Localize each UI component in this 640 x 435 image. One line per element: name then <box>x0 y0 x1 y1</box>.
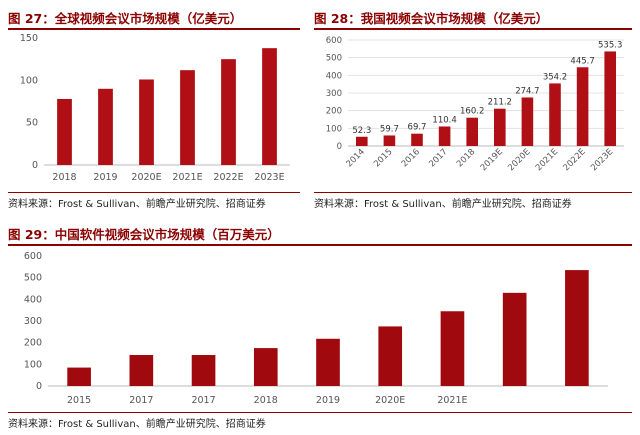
chart-source: 资料来源：Frost & Sullivan、前瞻产业研究院、招商证券 <box>8 419 266 430</box>
y-tick-label: 500 <box>326 54 342 64</box>
y-tick-label: 500 <box>24 273 42 284</box>
chart-title-bar: 图 27：全球视频会议市场规模（亿美元） <box>8 6 300 30</box>
x-tick-label: 2021E <box>172 172 202 183</box>
chart-title-bar: 图 28：我国视频会议市场规模（亿美元） <box>314 6 632 30</box>
data-label: 354.2 <box>543 72 567 82</box>
bar <box>191 355 216 386</box>
bar <box>67 367 91 386</box>
bar <box>139 79 154 165</box>
bar <box>411 133 423 146</box>
bar <box>316 338 340 386</box>
chart-panel-27: 图 27：全球视频会议市场规模（亿美元） 0 50 100 150 2018 2019 20… <box>8 6 300 211</box>
bar <box>129 355 154 386</box>
x-tick-label: 2015 <box>67 395 91 406</box>
x-tick-label: 2018 <box>254 395 278 406</box>
x-tick-label: 2021E <box>534 147 560 173</box>
x-tick-label: 2022E <box>213 172 243 183</box>
data-label: 59.7 <box>380 124 399 134</box>
bar <box>438 126 451 146</box>
chart-panel-29: 图 29：中国软件视频会议市场规模（百万美元） 0 100 200 300 400 500… <box>8 222 632 432</box>
y-tick-label: 600 <box>24 251 42 262</box>
x-tick-label: 2020E <box>506 147 532 173</box>
bar <box>98 88 113 165</box>
y-tick-label: 150 <box>20 33 38 44</box>
data-label: 274.7 <box>515 86 539 96</box>
chart-title: 图 27：全球视频会议市场规模（亿美元） <box>8 11 243 26</box>
bar <box>221 59 236 165</box>
x-tick-label: 2019E <box>479 147 505 173</box>
x-tick-label: 2017 <box>129 395 153 406</box>
chart-source: 资料来源：Frost & Sullivan、前瞻产业研究院、招商证券 <box>8 199 266 210</box>
chart-27-svg: 0 50 100 150 2018 2019 2020E 2021E 2022E 2023E <box>20 33 290 183</box>
data-label: 69.7 <box>408 123 427 133</box>
bar <box>57 98 72 165</box>
y-tick-label: 0 <box>337 142 342 152</box>
x-tick-label: 2022E <box>562 147 588 173</box>
chart-29-svg: 0 100 200 300 400 500 600 2015 2017 2017 2018 2019 2… <box>24 251 608 406</box>
x-tick-label: 2019 <box>316 395 340 406</box>
bar <box>466 117 478 146</box>
y-tick-label: 200 <box>24 338 42 349</box>
x-tick-label: 2018 <box>455 147 477 169</box>
chart-panel-28: 图 28：我国视频会议市场规模（亿美元） 0 100 200 300 400 500 600… <box>314 6 632 211</box>
y-tick-label: 0 <box>36 381 42 392</box>
y-tick-label: 200 <box>326 107 342 117</box>
bar <box>262 48 277 165</box>
bar <box>502 292 527 386</box>
chart-title-bar: 图 29：中国软件视频会议市场规模（百万美元） <box>8 222 632 246</box>
y-tick-label: 300 <box>24 316 42 327</box>
bar <box>356 136 368 146</box>
bar <box>383 135 396 146</box>
y-tick-label: 100 <box>326 124 342 134</box>
x-tick-label: 2017 <box>427 147 449 169</box>
y-tick-label: 600 <box>326 36 342 46</box>
data-label: 535.3 <box>598 40 622 50</box>
x-tick-label: 2020E <box>131 172 161 183</box>
bar <box>494 108 506 146</box>
data-label: 52.3 <box>352 126 371 136</box>
chart-source: 资料来源：Frost & Sullivan、前瞻产业研究院、招商证券 <box>314 199 572 210</box>
y-tick-label: 300 <box>326 89 342 99</box>
chart-title: 图 29：中国软件视频会议市场规模（百万美元） <box>8 227 280 242</box>
data-label: 445.7 <box>570 56 594 66</box>
chart-title: 图 28：我国视频会议市场规模（亿美元） <box>314 11 549 26</box>
bar <box>565 270 589 386</box>
bar <box>604 51 616 146</box>
x-tick-label: 2023E <box>589 147 615 173</box>
chart-28-svg: 0 100 200 300 400 500 600 52.3 2014 59.7 2015 69.7 2… <box>326 36 624 173</box>
x-tick-label: 2020E <box>375 395 405 406</box>
x-tick-label: 2023E <box>254 172 284 183</box>
data-label: 160.2 <box>460 107 484 117</box>
y-tick-label: 400 <box>24 294 42 305</box>
x-tick-label: 2017 <box>191 395 215 406</box>
bar <box>521 97 534 146</box>
y-tick-label: 50 <box>26 118 38 129</box>
y-tick-label: 400 <box>326 71 342 81</box>
bar <box>549 83 561 146</box>
bar <box>180 70 195 165</box>
data-label: 110.4 <box>432 115 456 125</box>
source-divider <box>8 412 632 413</box>
data-label: 211.2 <box>488 98 512 108</box>
x-tick-label: 2018 <box>52 172 76 183</box>
bar <box>440 311 465 386</box>
y-tick-label: 0 <box>32 160 38 171</box>
bar <box>576 67 589 146</box>
bar <box>378 326 403 386</box>
source-divider <box>314 192 632 193</box>
x-tick-label: 2019 <box>93 172 117 183</box>
y-tick-label: 100 <box>20 75 38 86</box>
x-tick-label: 2014 <box>345 147 367 169</box>
bar <box>253 348 278 386</box>
x-tick-label: 2016 <box>400 147 422 169</box>
x-tick-label: 2015 <box>372 147 394 169</box>
source-divider <box>8 192 300 193</box>
y-tick-label: 100 <box>24 359 42 370</box>
x-tick-label: 2021E <box>437 395 467 406</box>
